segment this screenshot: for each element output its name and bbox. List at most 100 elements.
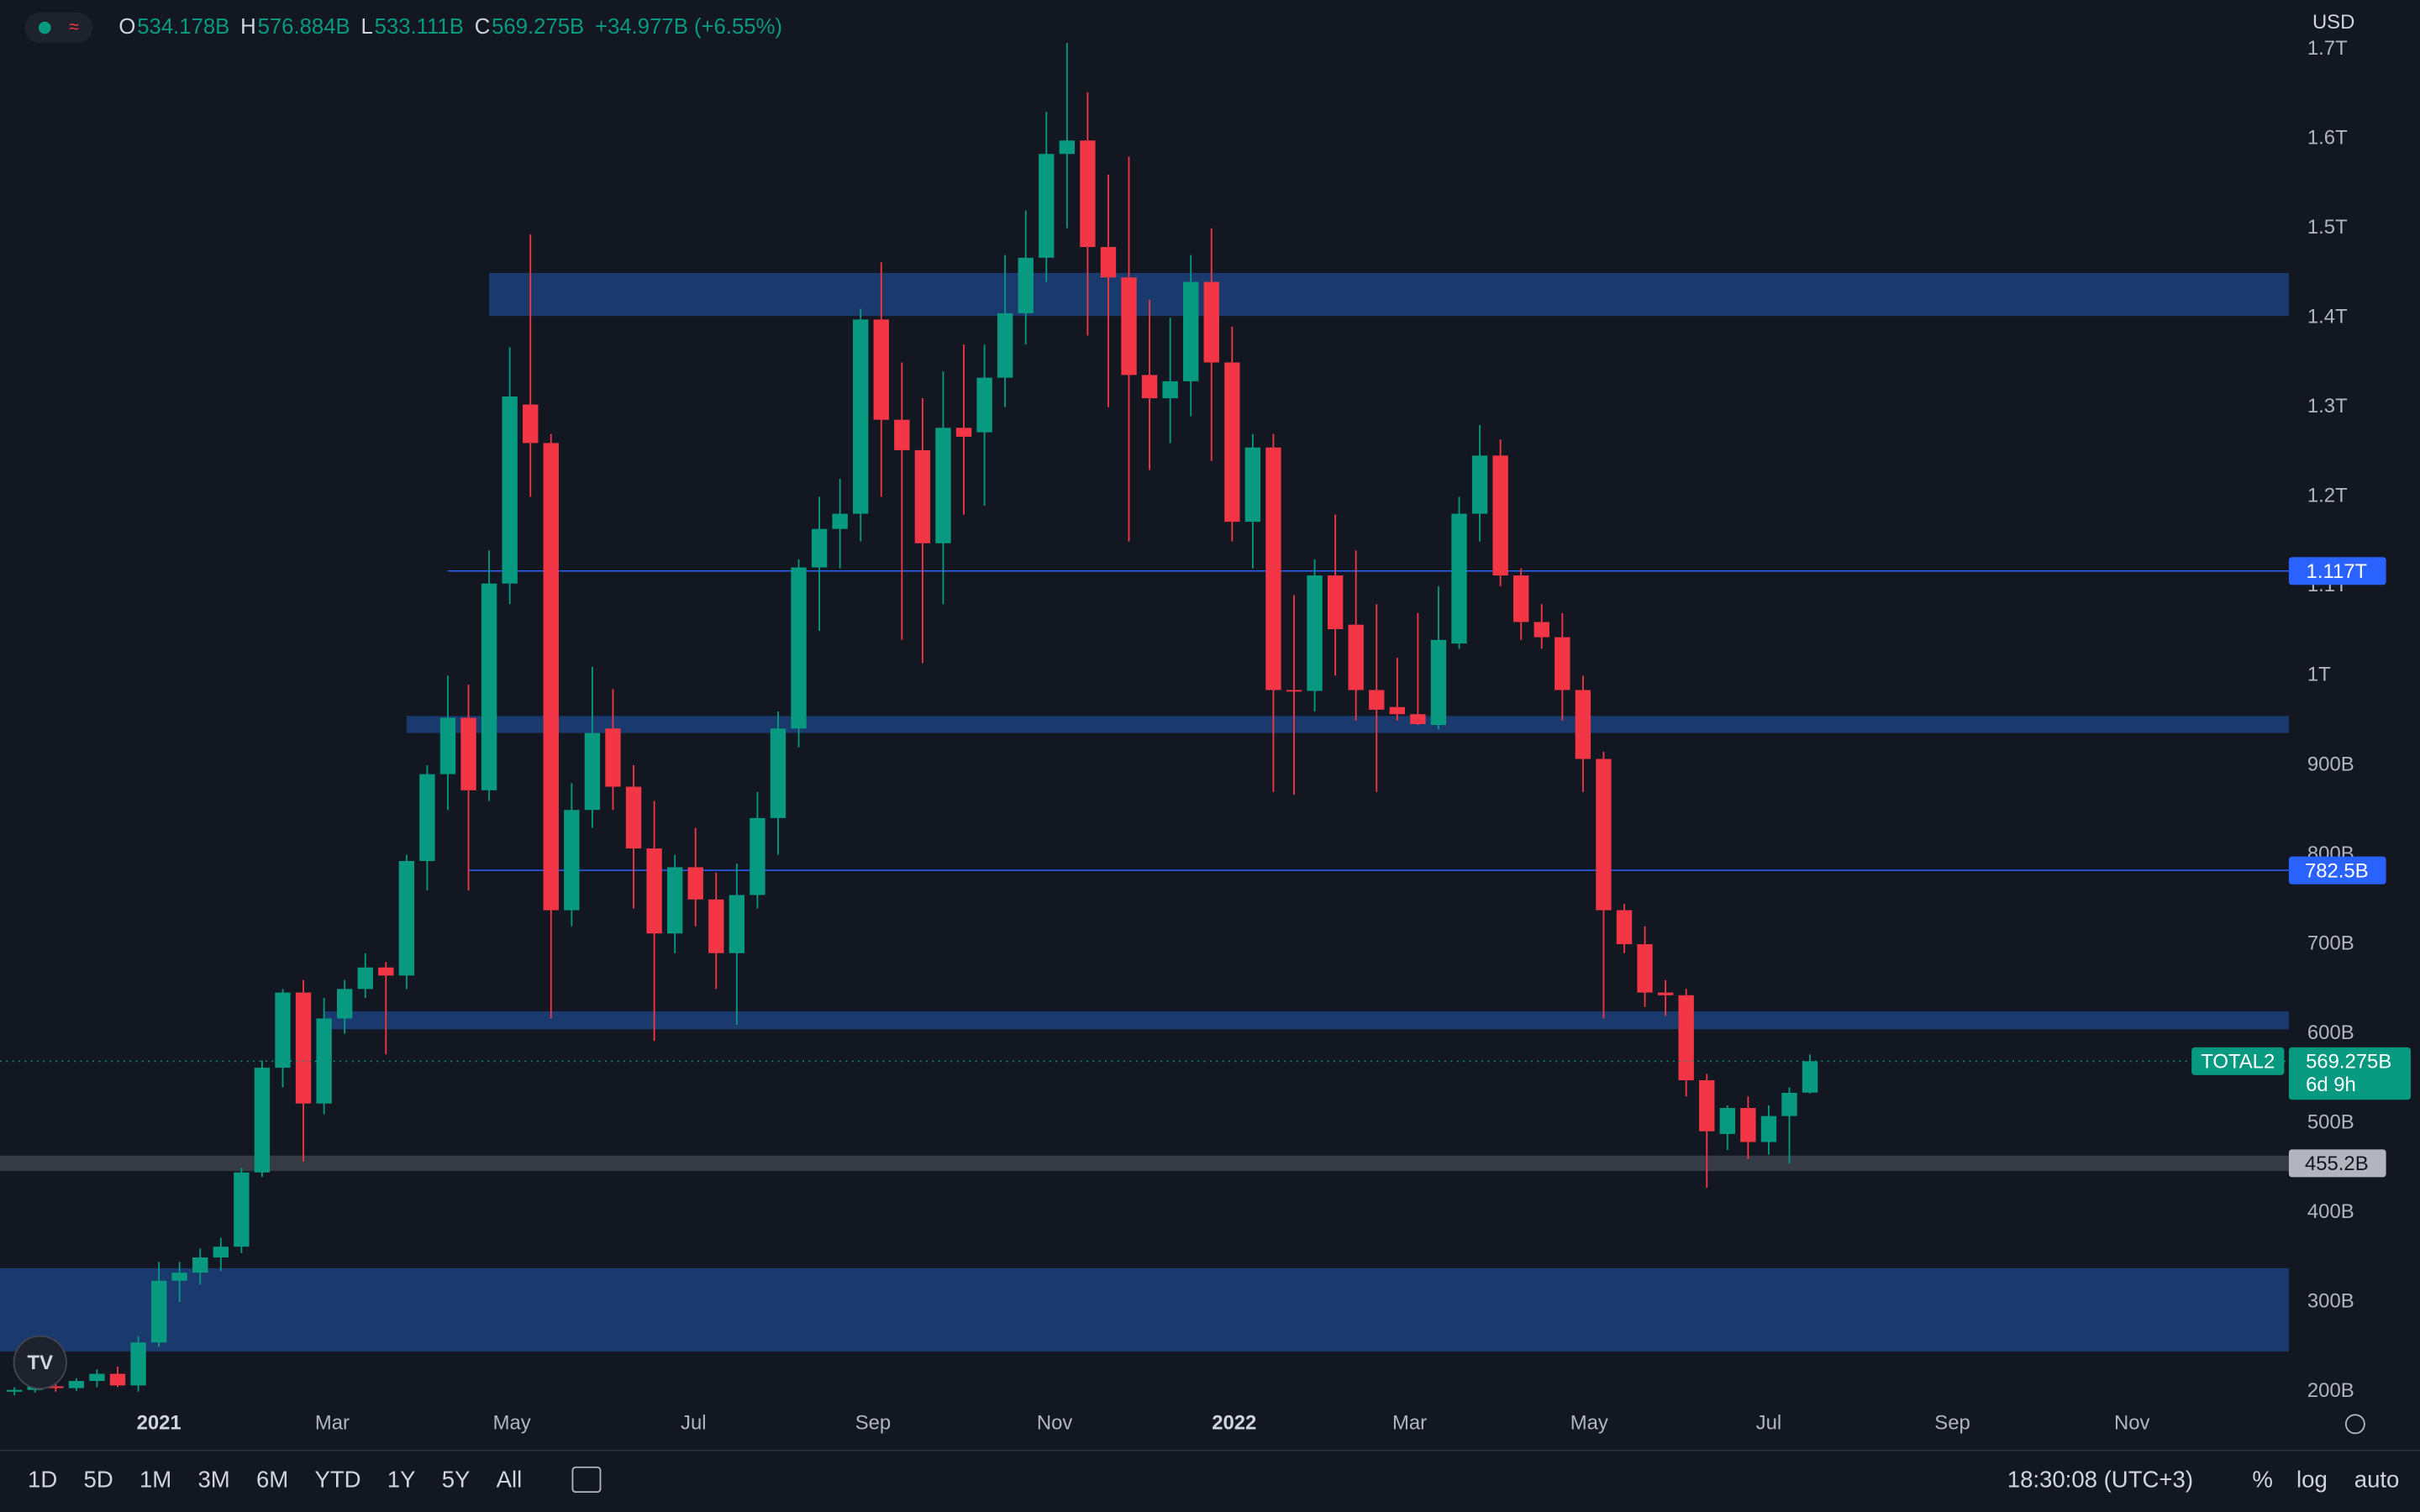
candle-body (130, 1342, 146, 1386)
candle-body (687, 867, 703, 900)
candle-body (750, 817, 765, 895)
candle-body (1513, 575, 1529, 622)
candle-body (316, 1018, 332, 1104)
level-label-box (2288, 557, 2386, 585)
candle-body (1637, 944, 1653, 993)
level-band (0, 1155, 2289, 1172)
candle-body (1265, 447, 1281, 690)
candle-body (832, 513, 848, 529)
candle-body (1596, 759, 1612, 911)
candle-body (1781, 1092, 1797, 1116)
y-tick-label: 1.7T (2307, 37, 2348, 60)
zone (324, 1011, 2289, 1030)
range-button[interactable]: 5Y (442, 1467, 471, 1493)
candle-body (1740, 1108, 1756, 1142)
candle-body (1616, 910, 1633, 945)
candle-body (584, 732, 601, 811)
x-tick-label: Sep (855, 1412, 891, 1435)
scale-option[interactable]: auto (2354, 1467, 2400, 1493)
level-label: 782.5B (2305, 859, 2369, 882)
candle-body (564, 810, 580, 911)
y-tick-label: 1.6T (2307, 126, 2348, 149)
candle-body (1699, 1080, 1715, 1131)
zone (0, 1268, 2289, 1352)
candle-body (1802, 1061, 1818, 1093)
range-button[interactable]: 1M (139, 1467, 171, 1493)
ohlc-value: 576.884B (258, 15, 350, 39)
y-tick-label: 400B (2307, 1200, 2354, 1223)
y-tick-label: 200B (2307, 1379, 2354, 1402)
range-button[interactable]: 1D (28, 1467, 57, 1493)
candle-body (378, 967, 394, 976)
zone (406, 716, 2289, 733)
y-tick-label: 1T (2307, 664, 2331, 686)
range-button[interactable]: 5D (84, 1467, 113, 1493)
candle-body (1307, 575, 1323, 691)
candle-body (1451, 513, 1467, 644)
candle-body (1719, 1108, 1735, 1134)
settings-icon[interactable] (2344, 1414, 2365, 1435)
series-name-box (2191, 1047, 2285, 1075)
candle-body (1100, 247, 1117, 278)
candle-body (914, 449, 931, 543)
y-tick-label: 1.5T (2307, 216, 2348, 239)
x-tick-label: Jul (1756, 1412, 1782, 1435)
y-tick-label: 700B (2307, 932, 2354, 954)
candle-body (171, 1273, 187, 1281)
candle-body (1080, 140, 1096, 248)
indicator-toggle[interactable] (24, 12, 93, 44)
candle-body (1471, 455, 1488, 514)
candle-body (1492, 455, 1508, 576)
x-tick-label: 2021 (137, 1412, 182, 1435)
candle-body (150, 1280, 167, 1343)
status-dot (38, 21, 51, 34)
candle-body (729, 895, 745, 953)
ohlc-change: +34.977B (+6.55%) (595, 15, 782, 39)
candle-body (894, 419, 910, 450)
candle-body (89, 1373, 105, 1382)
candle-body (254, 1068, 271, 1173)
candle-body (1183, 281, 1199, 381)
candle-body (811, 528, 828, 568)
candle-body (523, 404, 539, 444)
ohlc-key: O (118, 15, 135, 39)
currency[interactable]: USD (2312, 11, 2354, 34)
candle-body (1575, 690, 1591, 759)
candle-body (1555, 637, 1570, 690)
candle-body (439, 717, 456, 774)
candle-body (481, 583, 497, 790)
range-button[interactable]: 3M (197, 1467, 229, 1493)
last-price-label: 569.275B (2306, 1050, 2391, 1073)
date-range-icon[interactable] (571, 1466, 602, 1494)
ohlc-value: 533.111B (375, 15, 464, 39)
range-button[interactable]: YTD (314, 1467, 360, 1493)
candle-body (791, 567, 807, 729)
candle-body (1410, 714, 1426, 724)
candle-body (646, 848, 662, 934)
scale-option[interactable]: log (2296, 1467, 2328, 1493)
logo[interactable] (13, 1335, 67, 1389)
candle-body (1286, 690, 1302, 692)
candle-body (1162, 381, 1178, 399)
candle-body (1657, 992, 1674, 995)
candle-body (625, 786, 642, 849)
candle-body (770, 728, 786, 818)
ohlc-key: H (240, 15, 256, 39)
scale-option[interactable]: % (2252, 1467, 2273, 1493)
range-button[interactable]: 1Y (387, 1467, 416, 1493)
candle-body (68, 1381, 85, 1389)
range-button[interactable]: All (497, 1467, 523, 1493)
y-tick-label: 500B (2307, 1110, 2354, 1133)
candle-body (605, 728, 621, 787)
candle-body (275, 992, 291, 1068)
candle-body (1389, 706, 1406, 715)
ohlc-key: C (475, 15, 491, 39)
y-tick-label: 300B (2307, 1290, 2354, 1313)
y-tick-label: 1.2T (2307, 485, 2348, 507)
y-tick-label: 900B (2307, 753, 2354, 775)
candle-body (1678, 995, 1694, 1081)
range-button[interactable]: 6M (256, 1467, 288, 1493)
x-tick-label: Jul (681, 1412, 707, 1435)
